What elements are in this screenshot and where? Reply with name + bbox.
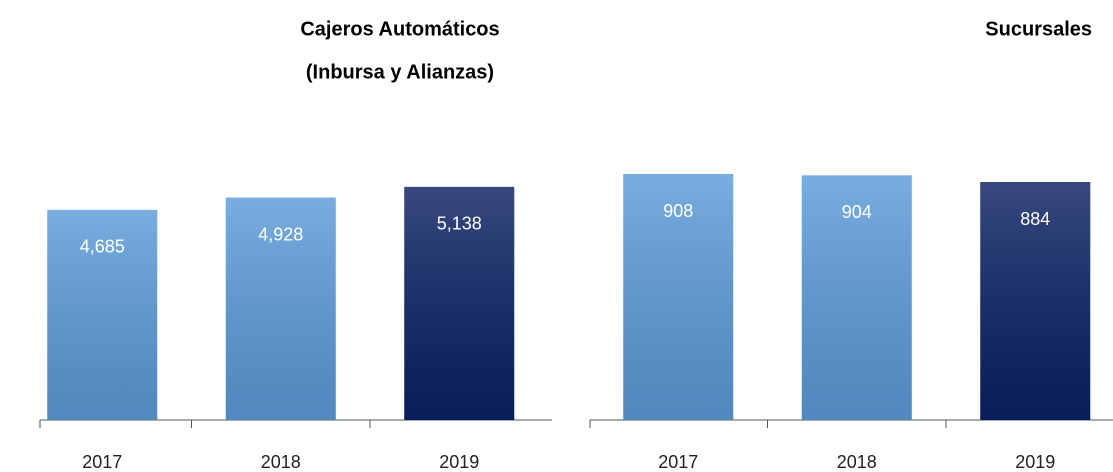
value-label: 904 [842,202,872,222]
chart-title: (Inbursa y Alianzas) [306,61,494,83]
value-label: 908 [663,201,693,221]
x-tick-label: 2019 [439,452,479,472]
x-tick-label: 2018 [261,452,301,472]
x-tick-label: 2017 [658,452,698,472]
value-label: 884 [1020,209,1050,229]
chart-title: Sucursales [985,18,1092,40]
x-tick-label: 2019 [1015,452,1055,472]
value-label: 5,138 [437,214,482,234]
bar-shade [801,175,912,420]
value-label: 4,928 [258,224,303,244]
chart-title: Cajeros Automáticos [300,18,499,40]
bar-shade [47,209,158,420]
bar-shade [980,182,1091,420]
x-tick-label: 2018 [837,452,877,472]
x-tick-label: 2017 [82,452,122,472]
bar-shade [623,174,734,420]
bar-shade [404,186,515,420]
value-label: 4,685 [80,237,125,257]
bar-shade [225,197,336,420]
